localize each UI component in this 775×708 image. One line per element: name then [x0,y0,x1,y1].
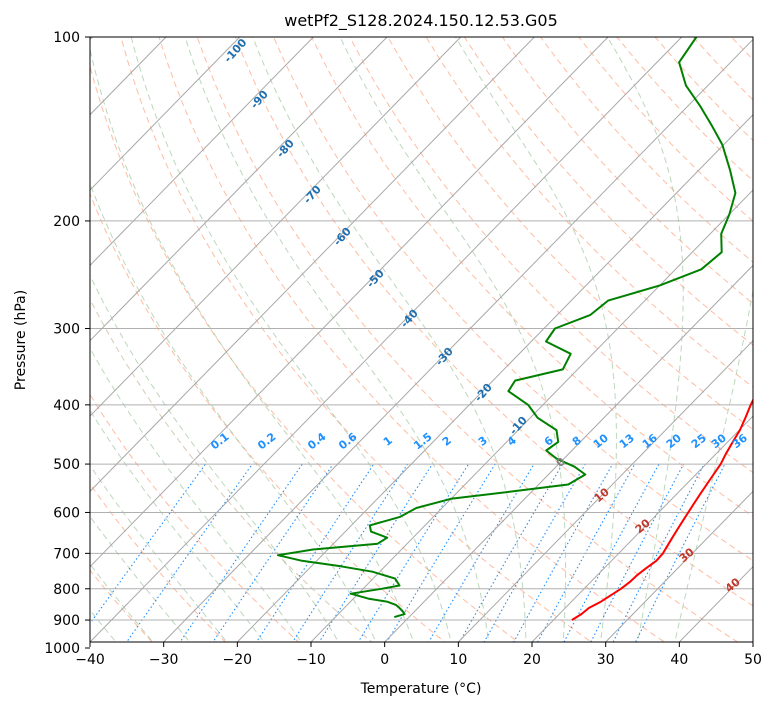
isotherm-line [384,264,753,642]
y-axis-label: Pressure (hPa) [13,290,29,390]
x-tick-label: 30 [597,652,615,668]
isotherm-line [605,490,753,642]
isotherm-line [90,37,535,493]
x-tick-label: −40 [75,652,105,668]
isotherm-line [90,37,462,417]
y-tick-label: 500 [53,457,80,473]
y-tick-label: 200 [53,214,80,230]
y-tick-label: 900 [53,613,80,629]
dry-adiabat-line [234,37,753,607]
y-tick-label: 300 [53,322,80,338]
profile-lines [277,37,753,621]
mixing-ratio-line [212,463,334,642]
y-tick-label: 100 [53,30,80,46]
isotherm-gridlines [90,37,753,642]
x-tick-label: 10 [449,652,467,668]
moist-adiabat-line [674,288,753,642]
x-tick-label: 50 [744,652,762,668]
x-tick-label: −30 [149,652,179,668]
moist-adiabat-line [90,47,415,642]
pressure-gridlines [90,37,753,621]
x-tick-label: 40 [670,652,688,668]
y-tick-label: 1000 [44,641,80,657]
y-tick-label: 800 [53,582,80,598]
x-tick-label: −20 [223,652,253,668]
mixing-ratio-line [318,463,433,642]
isotherm-line [310,189,753,642]
isotherm-line [90,37,241,191]
mixing-ratio-line [612,463,705,642]
plot-frame [89,36,754,643]
temperature-profile-line [571,397,753,621]
x-axis-ticks: −40 −30 −20 −10 0 10 20 30 40 50 [75,642,762,668]
dry-adiabat-line [387,37,753,431]
mixing-ratio-line [513,463,614,642]
dry-adiabat-line [90,298,373,642]
y-tick-label: 400 [53,398,80,414]
x-tick-label: 0 [380,652,389,668]
y-tick-label: 700 [53,546,80,562]
moist-adiabat-line [90,409,265,642]
y-tick-label: 600 [53,505,80,521]
isotherm-line [531,415,753,642]
moist-adiabat-line [454,37,617,642]
dry-adiabat-line [349,37,753,474]
isotherm-line [90,37,609,568]
moist-adiabat-line [90,182,377,642]
x-axis-label: Temperature (°C) [360,681,482,697]
moist-adiabat-line [339,37,567,642]
mixing-ratio-line [386,463,496,642]
dry-adiabat-line [311,37,753,517]
mixing-ratio-line [90,463,206,625]
mixing-ratio-line [428,463,535,642]
moist-adiabat-line [184,37,490,642]
isotherm-line [90,37,314,267]
mixing-ratio-line [590,463,685,642]
isotherm-line [90,37,683,642]
x-tick-label: 20 [523,652,541,668]
y-axis-ticks: 100 200 300 400 500 600 700 800 900 1000 [44,30,90,657]
x-tick-label: −10 [296,652,326,668]
dry-adiabat-line [90,192,446,642]
moist-adiabat-line [130,37,452,642]
isotherm-line [90,37,388,342]
moist-adiabat-line [90,464,228,642]
chart-title: wetPf2_S128.2024.150.12.53.G05 [284,11,558,31]
dry-adiabat-line [425,37,753,388]
dewpoint-profile-line [277,37,737,619]
dry-adiabat-line [273,37,753,562]
isotherm-line [236,114,753,642]
mixing-ratio-line [292,463,409,642]
isotherm-line [457,339,753,642]
moist-adiabat-line [252,37,527,642]
mixing-ratio-line [537,463,636,642]
isotherm-line [163,38,753,642]
